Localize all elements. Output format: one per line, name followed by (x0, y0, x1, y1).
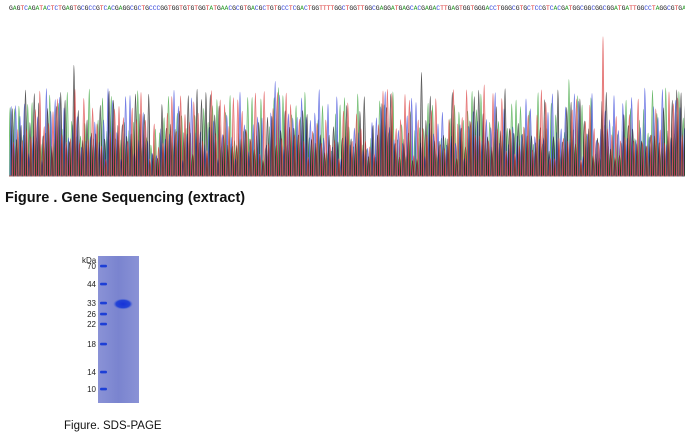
ladder-label-14: 14 (87, 368, 96, 377)
ladder-label-26: 26 (87, 310, 96, 319)
gel-lane-background (98, 256, 139, 403)
figure1-caption: Figure . Gene Sequencing (extract) (5, 190, 246, 206)
ladder-band-44 (100, 282, 107, 286)
ladder-band-14 (100, 370, 107, 374)
chromatogram-trace (9, 36, 685, 177)
gel-unit-label: kDa (82, 256, 97, 265)
figure2-caption: Figure. SDS-PAGE (64, 420, 162, 432)
ladder-label-10: 10 (87, 385, 96, 394)
ladder-band-33 (100, 301, 107, 305)
ladder-band-10 (100, 387, 107, 391)
ladder-label-44: 44 (87, 280, 96, 289)
ladder-band-22 (100, 322, 107, 326)
ladder-label-33: 33 (87, 299, 96, 308)
ladder-label-18: 18 (87, 340, 96, 349)
sequence-text: GAGTCAGATACTCTGAGTGCGCCGTCACGAGGCGCTGCCC… (9, 5, 685, 12)
trace-3 (9, 36, 684, 177)
ladder-label-22: 22 (87, 320, 96, 329)
ladder-label-70: 70 (87, 262, 96, 271)
protein-band (113, 298, 133, 310)
ladder-band-26 (100, 312, 107, 316)
ladder-band-18 (100, 342, 107, 346)
ladder-band-70 (100, 264, 107, 268)
